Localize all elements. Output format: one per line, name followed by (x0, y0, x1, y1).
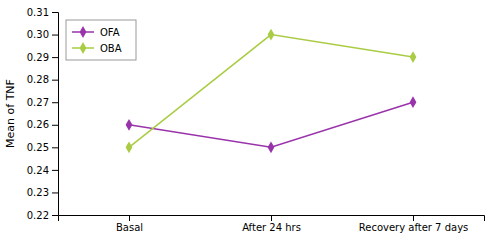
y-axis-line (52, 13, 59, 216)
y-tick-mark (52, 215, 58, 216)
legend-entry: OBA (72, 42, 122, 54)
y-axis-title: Mean of TNF (4, 79, 17, 148)
legend-marker (80, 26, 87, 38)
x-tick-label: Recovery after 7 days (359, 222, 469, 233)
plot: Basal After 24 hrs Recovery after 7 days 0.… (27, 7, 485, 233)
y-tick-label: 0.24 (27, 165, 49, 176)
y-tick-mark (52, 35, 58, 36)
y-tick-label: 0.23 (27, 187, 49, 198)
x-tick-mark (129, 215, 130, 221)
y-tick-mark (52, 170, 58, 171)
marker (268, 141, 275, 153)
legend-label: OBA (100, 43, 122, 54)
series-line (129, 102, 413, 147)
legend: OFA OBA (66, 20, 136, 60)
marker (268, 29, 275, 41)
legend-label: OFA (100, 27, 120, 38)
x-tick-mark (271, 215, 272, 221)
x-tick-label: After 24 hrs (242, 222, 301, 233)
y-tick-label: 0.25 (27, 142, 49, 153)
chart: Basal After 24 hrs Recovery after 7 days 0.… (0, 0, 500, 245)
y-tick: 0.25 (27, 142, 58, 153)
y-tick-mark (52, 102, 58, 103)
marker (410, 51, 417, 63)
y-tick: 0.29 (27, 52, 58, 63)
marker (126, 141, 133, 153)
y-tick: 0.22 (27, 210, 58, 221)
x-tick: Basal (116, 215, 143, 233)
legend-marker (80, 42, 87, 54)
y-tick: 0.31 (27, 7, 58, 18)
x-tick-label: Basal (116, 222, 143, 233)
y-tick: 0.24 (27, 165, 58, 176)
marker (410, 96, 417, 108)
y-tick: 0.27 (27, 97, 58, 108)
y-tick-label: 0.22 (27, 210, 49, 221)
x-axis-line (59, 216, 485, 222)
legend-entry: OFA (72, 26, 120, 38)
y-tick-mark (52, 57, 58, 58)
y-tick-label: 0.28 (27, 74, 49, 85)
y-tick-mark (52, 147, 58, 148)
x-tick: Recovery after 7 days (359, 215, 469, 233)
y-tick-label: 0.31 (27, 7, 49, 18)
y-tick: 0.28 (27, 74, 58, 85)
y-tick-label: 0.26 (27, 119, 49, 130)
y-tick-mark (52, 80, 58, 81)
y-tick: 0.30 (27, 29, 58, 40)
series-line (129, 35, 413, 148)
marks (126, 29, 417, 154)
y-axis: 0.22 0.23 0.24 0.25 0.26 0.27 0.28 0.29 0.30 0.31 (27, 7, 59, 221)
x-tick-mark (413, 215, 414, 221)
y-tick-mark (52, 125, 58, 126)
marker (126, 119, 133, 131)
x-tick: After 24 hrs (242, 215, 301, 233)
legend-box (66, 20, 136, 60)
y-tick-label: 0.27 (27, 97, 49, 108)
y-tick: 0.23 (27, 187, 58, 198)
y-tick-mark (52, 192, 58, 193)
y-tick: 0.26 (27, 119, 58, 130)
y-tick-mark (52, 12, 58, 13)
x-axis: Basal After 24 hrs Recovery after 7 days (59, 215, 485, 233)
y-tick-label: 0.30 (27, 29, 49, 40)
y-tick-label: 0.29 (27, 52, 49, 63)
